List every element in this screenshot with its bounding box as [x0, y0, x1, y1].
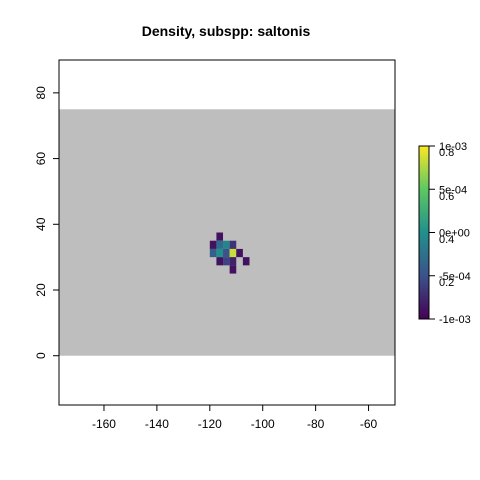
x-tick-label: -140 — [145, 417, 169, 431]
density-cell — [223, 257, 230, 266]
y-tick-label: 0 — [34, 352, 48, 359]
density-cell — [209, 248, 217, 258]
x-tick-label: -100 — [251, 417, 275, 431]
colorbar-labels-left: 0.2 0.4 0.6 0.8 — [439, 147, 454, 289]
density-cells — [209, 232, 250, 274]
density-cell — [236, 248, 243, 258]
y-axis: 0 20 40 60 80 — [34, 86, 60, 359]
colorbar-label-left: 0.6 — [439, 191, 454, 203]
colorbar-labels-right: -1e-03 -5e-04 0e+00 5e-04 1e-03 — [429, 141, 471, 326]
density-cell — [229, 265, 237, 274]
x-tick-label: -160 — [92, 417, 116, 431]
colorbar-label-right: -5e-04 — [439, 271, 471, 283]
y-tick-label: 60 — [34, 152, 48, 166]
density-cell — [242, 257, 250, 266]
x-axis: -160 -140 -120 -100 -80 -60 — [92, 404, 378, 431]
density-cell — [216, 240, 224, 249]
x-tick-label: -80 — [307, 417, 325, 431]
colorbar-label-left: 0.2 — [439, 277, 454, 289]
density-cell — [223, 248, 230, 258]
density-cell — [209, 240, 217, 249]
density-cell — [216, 232, 224, 241]
density-cell — [216, 248, 224, 258]
colorbar-label-right: 5e-04 — [439, 184, 467, 196]
density-cell — [229, 248, 237, 258]
y-tick-label: 40 — [34, 217, 48, 231]
chart-title: Density, subspp: saltonis — [142, 23, 311, 39]
colorbar-label-left: 0.4 — [439, 234, 454, 246]
colorbar-label-right: 1e-03 — [439, 141, 467, 153]
colorbar-label-left: 0.8 — [439, 147, 454, 159]
colorbar-label-right: -1e-03 — [439, 314, 471, 326]
gray-region — [59, 109, 395, 356]
colorbar-label-right: 0e+00 — [439, 228, 470, 240]
colorbar-gradient — [418, 145, 430, 320]
density-cell — [223, 240, 230, 249]
density-cell — [229, 257, 237, 266]
x-tick-label: -120 — [198, 417, 222, 431]
colorbar: 0.2 0.4 0.6 0.8 -1e-03 -5e-04 0e+00 5e-04 1e-03 — [418, 141, 471, 326]
x-tick-label: -60 — [360, 417, 378, 431]
density-cell — [229, 240, 237, 249]
density-cell — [216, 257, 224, 266]
y-tick-label: 20 — [34, 283, 48, 297]
y-tick-label: 80 — [34, 86, 48, 100]
plot-region — [58, 59, 396, 406]
